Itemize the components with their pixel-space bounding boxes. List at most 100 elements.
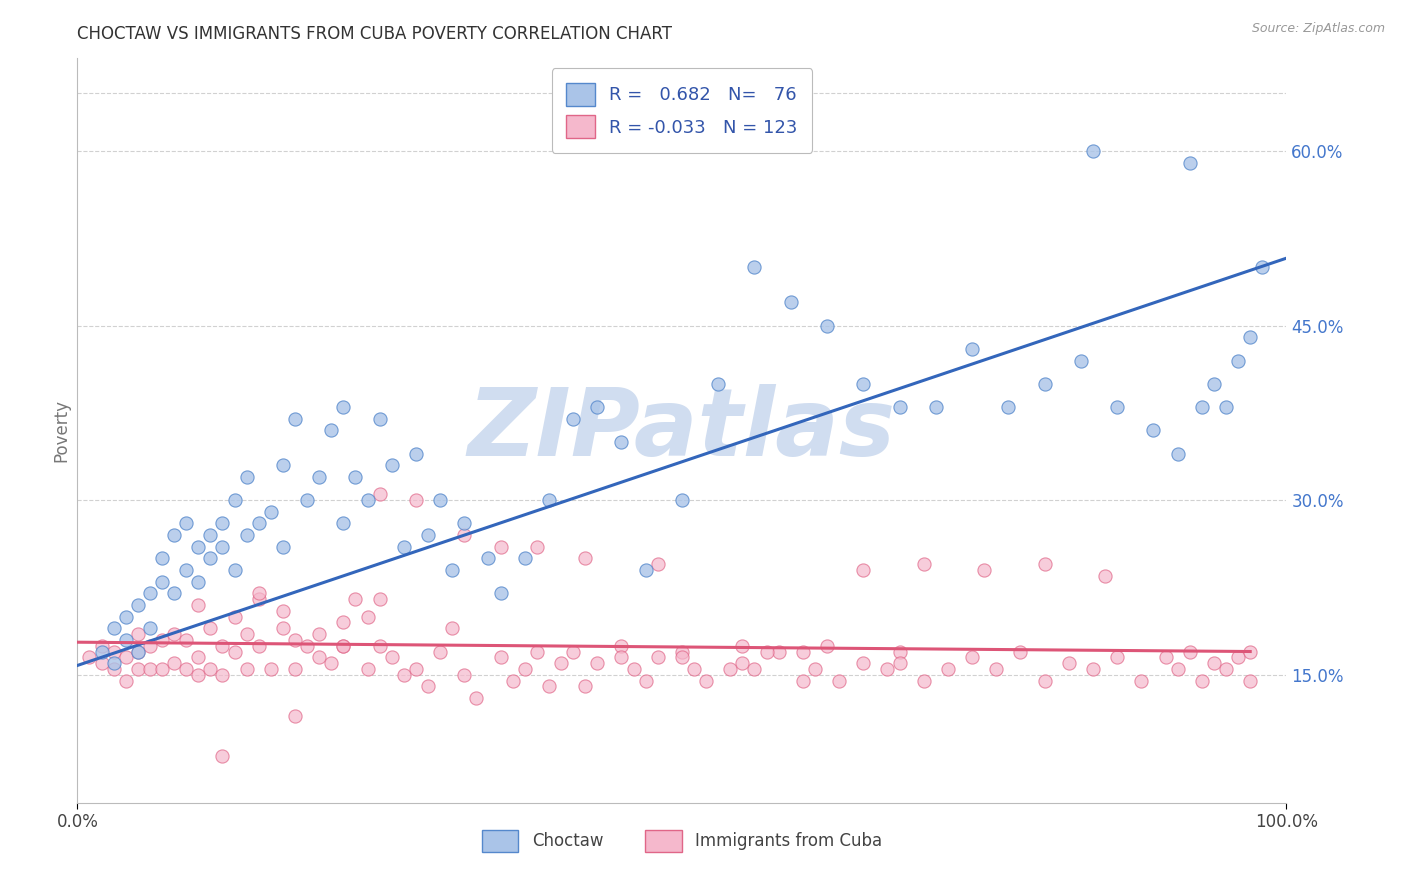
Point xyxy=(889,644,911,658)
Point xyxy=(828,673,851,688)
Point xyxy=(114,650,136,665)
Point xyxy=(623,662,645,676)
Point xyxy=(852,563,875,577)
Point xyxy=(271,604,294,618)
Point xyxy=(610,435,633,450)
Point xyxy=(1178,644,1201,658)
Point xyxy=(465,691,488,706)
Point xyxy=(671,650,693,665)
Point xyxy=(1167,447,1189,461)
Point xyxy=(876,662,898,676)
Point xyxy=(211,639,233,653)
Point xyxy=(139,586,162,600)
Y-axis label: Poverty: Poverty xyxy=(52,399,70,462)
Point xyxy=(453,528,475,542)
Point xyxy=(211,540,233,554)
Point xyxy=(139,639,162,653)
Point xyxy=(1142,424,1164,438)
Point xyxy=(308,627,330,641)
Point xyxy=(103,621,125,635)
Point xyxy=(936,662,959,676)
Point xyxy=(356,609,378,624)
Point xyxy=(647,558,669,572)
Point xyxy=(1178,155,1201,169)
Point xyxy=(1191,673,1213,688)
Point xyxy=(416,680,439,694)
Point xyxy=(1239,673,1261,688)
Point xyxy=(1081,144,1104,158)
Point xyxy=(513,551,536,566)
Point xyxy=(1107,400,1129,414)
Point xyxy=(912,673,935,688)
Point xyxy=(755,644,778,658)
Point xyxy=(90,656,112,670)
Point xyxy=(127,644,149,658)
Point xyxy=(416,528,439,542)
Point xyxy=(103,644,125,658)
Point xyxy=(925,400,948,414)
Point xyxy=(1033,376,1056,391)
Point xyxy=(912,558,935,572)
Point xyxy=(308,470,330,484)
Point xyxy=(356,662,378,676)
Point xyxy=(973,563,995,577)
Point xyxy=(332,615,354,630)
Point xyxy=(1033,673,1056,688)
Point xyxy=(187,574,209,589)
Point xyxy=(1070,353,1092,368)
Point xyxy=(163,586,186,600)
Point xyxy=(344,470,367,484)
Point xyxy=(1033,558,1056,572)
Point xyxy=(90,639,112,653)
Point xyxy=(526,644,548,658)
Point xyxy=(1191,400,1213,414)
Point xyxy=(744,662,766,676)
Point xyxy=(187,650,209,665)
Point xyxy=(235,627,257,641)
Point xyxy=(79,650,101,665)
Point xyxy=(368,411,391,425)
Point xyxy=(284,411,307,425)
Point xyxy=(295,493,318,508)
Point xyxy=(103,662,125,676)
Point xyxy=(768,644,790,658)
Point xyxy=(537,493,560,508)
Point xyxy=(1057,656,1080,670)
Point xyxy=(224,609,246,624)
Point xyxy=(634,563,657,577)
Point xyxy=(550,656,572,670)
Point xyxy=(174,516,197,531)
Point xyxy=(284,708,307,723)
Point xyxy=(852,656,875,670)
Point xyxy=(1202,376,1225,391)
Point xyxy=(200,621,222,635)
Point xyxy=(1227,650,1250,665)
Point xyxy=(139,662,162,676)
Point xyxy=(1251,260,1274,275)
Point xyxy=(332,639,354,653)
Point xyxy=(562,644,585,658)
Point xyxy=(150,662,173,676)
Point xyxy=(381,458,404,473)
Point xyxy=(489,540,512,554)
Point xyxy=(127,627,149,641)
Point xyxy=(127,598,149,612)
Point xyxy=(332,400,354,414)
Point xyxy=(671,493,693,508)
Point xyxy=(441,621,464,635)
Point xyxy=(405,447,427,461)
Point xyxy=(321,424,343,438)
Point xyxy=(610,650,633,665)
Point xyxy=(502,673,524,688)
Point xyxy=(731,639,754,653)
Point xyxy=(960,650,983,665)
Point xyxy=(695,673,717,688)
Point xyxy=(1227,353,1250,368)
Legend: Choctaw, Immigrants from Cuba: Choctaw, Immigrants from Cuba xyxy=(472,820,891,862)
Point xyxy=(1081,662,1104,676)
Point xyxy=(429,644,451,658)
Point xyxy=(284,662,307,676)
Point xyxy=(150,632,173,647)
Point xyxy=(332,639,354,653)
Point xyxy=(683,662,706,676)
